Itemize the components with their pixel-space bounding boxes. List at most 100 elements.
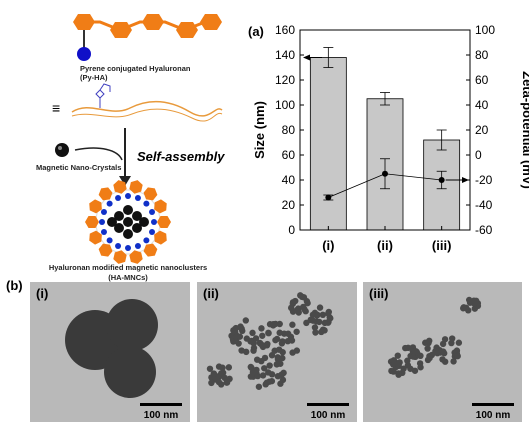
particle — [394, 361, 401, 368]
particle — [278, 371, 285, 378]
particle — [400, 365, 407, 372]
hexagon — [98, 243, 113, 257]
crystal-label: Magnetic Nano-Crystals — [36, 163, 121, 172]
particle — [265, 329, 272, 337]
particle — [232, 324, 240, 332]
particle — [404, 362, 412, 369]
particle — [210, 370, 218, 377]
particle — [279, 354, 286, 362]
pyrene — [106, 200, 113, 207]
particle — [321, 319, 329, 327]
error-bar — [380, 92, 390, 106]
cluster-label: Hyaluronan modified magnetic nanocluster… — [49, 263, 207, 272]
particle — [454, 352, 461, 360]
particle — [263, 379, 270, 386]
pyrene — [143, 200, 150, 207]
particle — [279, 338, 286, 345]
particle — [312, 329, 319, 336]
scale-label: 100 nm — [144, 410, 179, 421]
y2-tick-label: -20 — [475, 173, 493, 187]
particle — [439, 356, 446, 363]
tem-panel: (b) (i) 100 nm (ii) 100 nm (iii) 100 nm — [6, 278, 522, 422]
particle — [325, 310, 332, 317]
y2-tick-label: 0 — [475, 148, 482, 162]
panel-label: (b) — [6, 278, 23, 293]
particle — [440, 350, 448, 357]
scale-bar — [140, 403, 182, 406]
pyrene — [134, 194, 141, 201]
scale-label: 100 nm — [476, 410, 511, 421]
hexagon — [143, 187, 158, 201]
process-label: Self-assembly — [137, 149, 225, 164]
particle — [273, 361, 280, 368]
pyrene — [125, 193, 131, 199]
y2-tick-label: 80 — [475, 48, 489, 62]
particle — [417, 364, 424, 371]
particle — [465, 307, 472, 314]
y2-tick-label: 40 — [475, 98, 489, 112]
particle — [259, 372, 267, 379]
particle — [242, 317, 250, 324]
y2-tick-label: -60 — [475, 223, 493, 237]
particle — [215, 378, 223, 386]
hexagon — [98, 187, 113, 201]
particle — [243, 348, 250, 356]
y-tick-label: 140 — [275, 48, 295, 62]
particle — [470, 297, 478, 304]
particle — [304, 299, 311, 307]
y-tick-label: 60 — [282, 148, 296, 162]
particle — [268, 371, 276, 378]
zeta-point — [382, 170, 388, 177]
particle — [225, 364, 233, 371]
particle — [250, 344, 258, 352]
particle — [402, 344, 409, 352]
hexagon — [129, 180, 143, 194]
particle — [284, 338, 291, 345]
y-tick-label: 160 — [275, 23, 295, 37]
crystal — [114, 223, 124, 233]
crystal — [139, 217, 149, 227]
particle — [316, 304, 324, 311]
particle — [206, 365, 214, 372]
particle — [309, 311, 317, 319]
x-tick-label: (iii) — [432, 238, 452, 253]
scale-bar — [307, 403, 349, 406]
particle — [247, 363, 255, 371]
particle — [221, 374, 228, 382]
tem-label: (i) — [36, 286, 48, 301]
crystal — [107, 217, 117, 227]
particle — [218, 370, 225, 377]
error-bar — [323, 47, 334, 68]
pyrene — [100, 228, 107, 235]
particle — [258, 341, 266, 349]
scale-label: 100 nm — [311, 410, 346, 421]
particle — [261, 365, 268, 372]
particle — [297, 292, 304, 299]
hexagon — [113, 250, 127, 264]
y-axis-label: Size (nm) — [252, 101, 267, 159]
particle — [253, 356, 261, 363]
particle — [434, 350, 441, 357]
particle — [289, 321, 296, 328]
particle — [254, 372, 261, 380]
chart: (a) Size (nm) Zeta-potential (mV) 0 20 40 60 80… — [248, 23, 529, 253]
particle — [448, 335, 456, 342]
particle — [235, 340, 242, 347]
particle — [281, 330, 288, 337]
particle — [311, 324, 319, 331]
particle — [439, 340, 447, 348]
crystal — [132, 211, 142, 221]
particle — [266, 321, 274, 328]
y-tick-label: 120 — [275, 73, 295, 87]
error-bar — [436, 129, 447, 151]
x-tick-label: (i) — [322, 238, 334, 253]
zeta-point — [325, 194, 332, 201]
panel-label: (a) — [248, 24, 264, 39]
particle — [426, 352, 433, 360]
particle — [450, 358, 457, 365]
axis-arrow-head — [462, 177, 469, 183]
crystal — [123, 217, 133, 227]
particle — [424, 345, 431, 352]
particle — [272, 320, 279, 328]
